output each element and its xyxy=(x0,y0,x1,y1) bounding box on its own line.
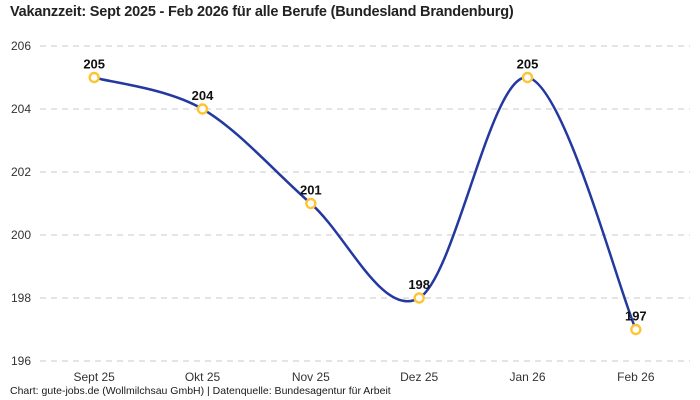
data-point-label: 197 xyxy=(625,309,647,324)
x-axis-tick-label: Okt 25 xyxy=(185,370,221,384)
x-axis-tick-label: Nov 25 xyxy=(292,370,330,384)
y-axis-tick-label: 202 xyxy=(11,165,31,179)
data-point-label: 201 xyxy=(300,183,322,198)
x-axis-tick-label: Jan 26 xyxy=(509,370,545,384)
data-point-label: 204 xyxy=(192,88,214,103)
data-point-marker xyxy=(630,323,642,336)
data-point-label: 205 xyxy=(517,57,539,72)
data-point-marker xyxy=(196,103,209,115)
x-axis-tick-label: Sept 25 xyxy=(73,370,115,384)
y-axis-tick-label: 200 xyxy=(11,228,31,242)
chart-title: Vakanzzeit: Sept 2025 - Feb 2026 für all… xyxy=(10,4,514,20)
x-axis-tick-label: Dez 25 xyxy=(400,370,438,384)
y-axis-tick-label: 196 xyxy=(11,354,31,368)
data-point-marker xyxy=(413,292,425,304)
data-point-marker xyxy=(521,71,534,84)
x-axis-tick-label: Feb 26 xyxy=(617,370,655,384)
data-point-label: 198 xyxy=(408,277,430,292)
chart-attribution: Chart: gute-jobs.de (Wollmilchsau GmbH) … xyxy=(10,385,391,397)
y-axis-tick-label: 204 xyxy=(11,102,31,116)
data-point-marker xyxy=(305,197,317,210)
y-axis-tick-label: 198 xyxy=(11,291,31,305)
y-axis-tick-label: 206 xyxy=(11,39,31,53)
data-point-marker xyxy=(88,71,100,84)
series-line xyxy=(92,76,638,331)
data-point-label: 205 xyxy=(83,57,105,72)
